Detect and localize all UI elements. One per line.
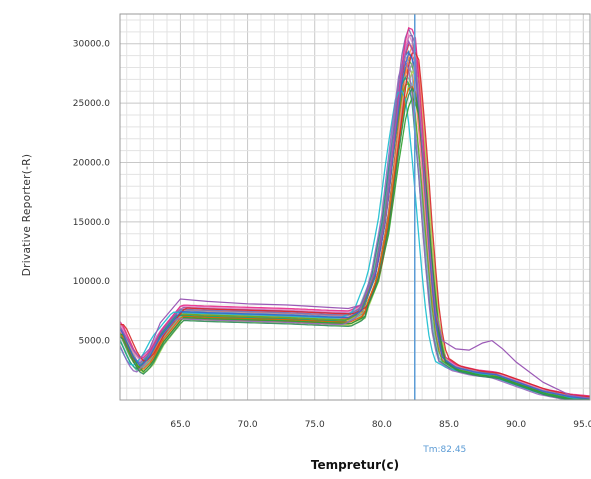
grid-lines bbox=[120, 14, 590, 400]
melt-curve-line-outlier bbox=[120, 39, 590, 399]
x-tick-label: 65.0 bbox=[170, 420, 190, 430]
tm-marker-label: Tm:82.45 bbox=[422, 445, 466, 455]
x-tick-label: 75.0 bbox=[305, 420, 325, 430]
curve-series bbox=[120, 26, 590, 400]
melt-curve-line bbox=[120, 51, 590, 400]
plot-frame bbox=[119, 13, 591, 401]
y-tick-label: 30000.0 bbox=[73, 40, 110, 50]
y-tick-label: 10000.0 bbox=[73, 277, 110, 287]
y-tick-label: 20000.0 bbox=[73, 158, 110, 168]
y-tick-label: 25000.0 bbox=[73, 99, 110, 109]
y-tick-label: 5000.0 bbox=[79, 337, 111, 347]
melt-curve-line bbox=[120, 51, 590, 398]
melt-curve-line bbox=[120, 60, 590, 400]
x-axis-title: Tempretur(c) bbox=[311, 458, 399, 472]
x-tick-label: 80.0 bbox=[372, 420, 392, 430]
melt-curve-line bbox=[120, 96, 590, 400]
y-axis-title: Drivative Reporter(-R) bbox=[21, 154, 33, 276]
x-tick-label: 95.0 bbox=[573, 420, 591, 430]
x-tick-label: 90.0 bbox=[506, 420, 526, 430]
y-tick-labels: 5000.0 10000.0 15000.0 20000.0 25000.0 30000.… bbox=[73, 40, 110, 347]
melt-curve-line bbox=[120, 87, 590, 400]
y-tick-label: 15000.0 bbox=[73, 218, 110, 228]
x-tick-label: 70.0 bbox=[238, 420, 258, 430]
x-tick-labels: 65.0 70.0 75.0 80.0 85.0 90.0 95.0 bbox=[170, 420, 591, 430]
x-tick-label: 85.0 bbox=[439, 420, 459, 430]
